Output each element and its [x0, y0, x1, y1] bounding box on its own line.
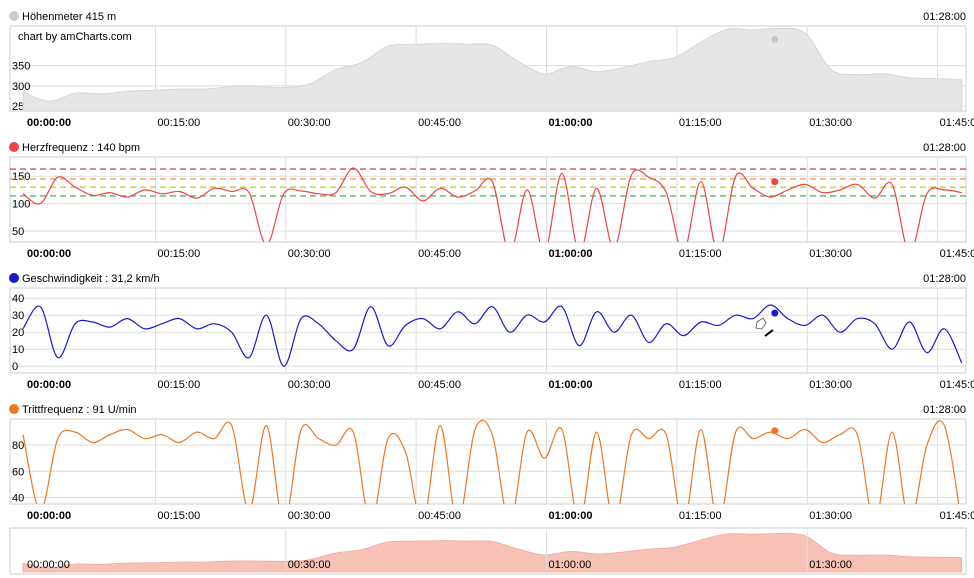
speed-cursor-time: 01:28:00 — [923, 273, 966, 285]
heart-rate-xtick-label: 00:15:00 — [157, 248, 200, 260]
speed-legend-title: Geschwindigkeit — [22, 273, 102, 285]
hand-cursor-bar — [764, 329, 774, 337]
speed-cursor-marker — [771, 309, 779, 317]
speed-legend-text: Geschwindigkeit : 31,2 km/h — [22, 273, 160, 285]
speed-xtick-label: 01:45:00 — [940, 379, 974, 391]
elevation-panel: Höhenmeter 415 m 01:28:0025030035000:00:0… — [9, 11, 974, 129]
cadence-ytick-label: 60 — [12, 466, 24, 478]
speed-panel: Geschwindigkeit : 31,2 km/h 01:28:00 0 10 20… — [9, 273, 974, 391]
cadence-legend-marker[interactable] — [9, 404, 19, 414]
speed-xtick-label: 01:15:00 — [679, 379, 722, 391]
heart-rate-xtick-label: 00:45:00 — [418, 248, 461, 260]
cadence-xtick-label: 00:15:00 — [157, 510, 200, 522]
scrollbar-time-label: 01:00:00 — [548, 559, 591, 571]
heart-rate-cursor-time: 01:28:00 — [923, 142, 966, 154]
heart-rate-legend-sep: : — [88, 142, 97, 154]
speed-plot-area[interactable] — [9, 287, 967, 374]
cadence-series-line — [22, 419, 960, 504]
chart-credit[interactable]: chart by amCharts.com — [18, 31, 132, 43]
cadence-legend-text: Trittfrequenz : 91 U/min — [22, 404, 137, 416]
speed-xtick-label: 00:30:00 — [288, 379, 331, 391]
elevation-xtick-label: 01:45:00 — [940, 117, 974, 129]
heart-rate-legend-text: Herzfrequenz : 140 bpm — [22, 142, 140, 154]
heart-rate-ytick-label: 100 — [12, 199, 30, 211]
speed-ytick-label: 10 — [12, 344, 24, 356]
heart-rate-xtick-label: 01:00:00 — [548, 248, 592, 260]
elevation-cursor-time: 01:28:00 — [923, 11, 966, 23]
elevation-xtick-label: 00:00:00 — [27, 117, 71, 129]
cadence-cursor-time: 01:28:00 — [923, 404, 966, 416]
cadence-xtick-label: 00:45:00 — [418, 510, 461, 522]
scrollbar-time-label: 00:00:00 — [27, 559, 70, 571]
elevation-legend-text: Höhenmeter 415 m — [22, 11, 116, 23]
speed-ytick-label: 0 — [12, 361, 18, 373]
elevation-area — [22, 27, 963, 111]
speed-series-line — [22, 304, 963, 367]
heart-rate-xtick-label: 00:00:00 — [27, 248, 71, 260]
cadence-legend-value: 91 U/min — [93, 404, 137, 416]
elevation-ytick-label: 300 — [12, 81, 30, 93]
cadence-legend-sep: : — [83, 404, 92, 416]
elevation-legend-value: 415 m — [86, 11, 117, 23]
cadence-panel: Trittfrequenz : 91 U/min 01:28:00 40 60 80 00… — [9, 404, 974, 522]
elevation-legend-marker[interactable] — [9, 11, 19, 21]
cadence-xtick-label: 00:30:00 — [288, 510, 331, 522]
heart-rate-xtick-label: 01:45:00 — [940, 248, 974, 260]
elevation-xtick-label: 01:15:00 — [679, 117, 722, 129]
speed-xtick-label: 00:00:00 — [27, 379, 71, 391]
scrollbar-elevation-area — [22, 533, 963, 573]
speed-xtick-label: 00:15:00 — [157, 379, 200, 391]
heart-rate-series-line — [22, 167, 962, 242]
elevation-legend-title: Höhenmeter — [22, 11, 83, 23]
speed-ytick-label: 30 — [12, 310, 24, 322]
speed-ytick-label: 20 — [12, 327, 24, 339]
hand-cursor-body — [755, 317, 767, 330]
speed-xtick-label: 00:45:00 — [418, 379, 461, 391]
speed-ytick-label: 40 — [12, 293, 24, 305]
elevation-xtick-label: 01:00:00 — [548, 117, 592, 129]
heart-rate-ytick-label: 150 — [12, 171, 30, 183]
heart-rate-legend-title: Herzfrequenz — [22, 142, 88, 154]
cadence-ytick-label: 80 — [12, 440, 24, 452]
elevation-ytick-label: 350 — [12, 61, 30, 73]
elevation-xtick-label: 00:45:00 — [418, 117, 461, 129]
heart-rate-legend-value: 140 bpm — [97, 142, 140, 154]
elevation-xtick-label: 00:30:00 — [288, 117, 331, 129]
elevation-cursor-marker — [771, 35, 779, 43]
cadence-ytick-label: 40 — [12, 492, 24, 504]
speed-legend-marker[interactable] — [9, 273, 19, 283]
heart-rate-plot-area[interactable] — [9, 156, 967, 243]
cadence-xtick-label: 01:15:00 — [679, 510, 722, 522]
speed-legend-sep: : — [102, 273, 111, 285]
hand-cursor-icon — [755, 317, 774, 337]
cadence-xtick-label: 00:00:00 — [27, 510, 71, 522]
speed-xtick-label: 01:00:00 — [548, 379, 592, 391]
heart-rate-cursor-marker — [771, 178, 779, 186]
heart-rate-panel: Herzfrequenz : 140 bpm 01:28:00 50 100 150 00… — [9, 142, 974, 260]
heart-rate-legend-marker[interactable] — [9, 142, 19, 152]
heart-rate-xtick-label: 01:30:00 — [809, 248, 852, 260]
time-scrollbar[interactable]: 00:00:00 00:30:00 01:00:00 01:30:00 — [9, 527, 967, 575]
cadence-xtick-label: 01:45:00 — [940, 510, 974, 522]
elevation-xtick-label: 00:15:00 — [157, 117, 200, 129]
cadence-xtick-label: 01:00:00 — [548, 510, 592, 522]
scrollbar-time-label: 00:30:00 — [288, 559, 331, 571]
cadence-legend-title: Trittfrequenz — [22, 404, 83, 416]
heart-rate-xtick-label: 01:15:00 — [679, 248, 722, 260]
cadence-xtick-label: 01:30:00 — [809, 510, 852, 522]
scrollbar-time-label: 01:30:00 — [809, 559, 852, 571]
speed-legend-value: 31,2 km/h — [111, 273, 159, 285]
heart-rate-ytick-label: 50 — [12, 226, 24, 238]
speed-xtick-label: 01:30:00 — [809, 379, 852, 391]
elevation-xtick-label: 01:30:00 — [809, 117, 852, 129]
heart-rate-xtick-label: 00:30:00 — [288, 248, 331, 260]
cadence-cursor-marker — [771, 427, 779, 435]
cadence-plot-area[interactable] — [9, 418, 967, 505]
